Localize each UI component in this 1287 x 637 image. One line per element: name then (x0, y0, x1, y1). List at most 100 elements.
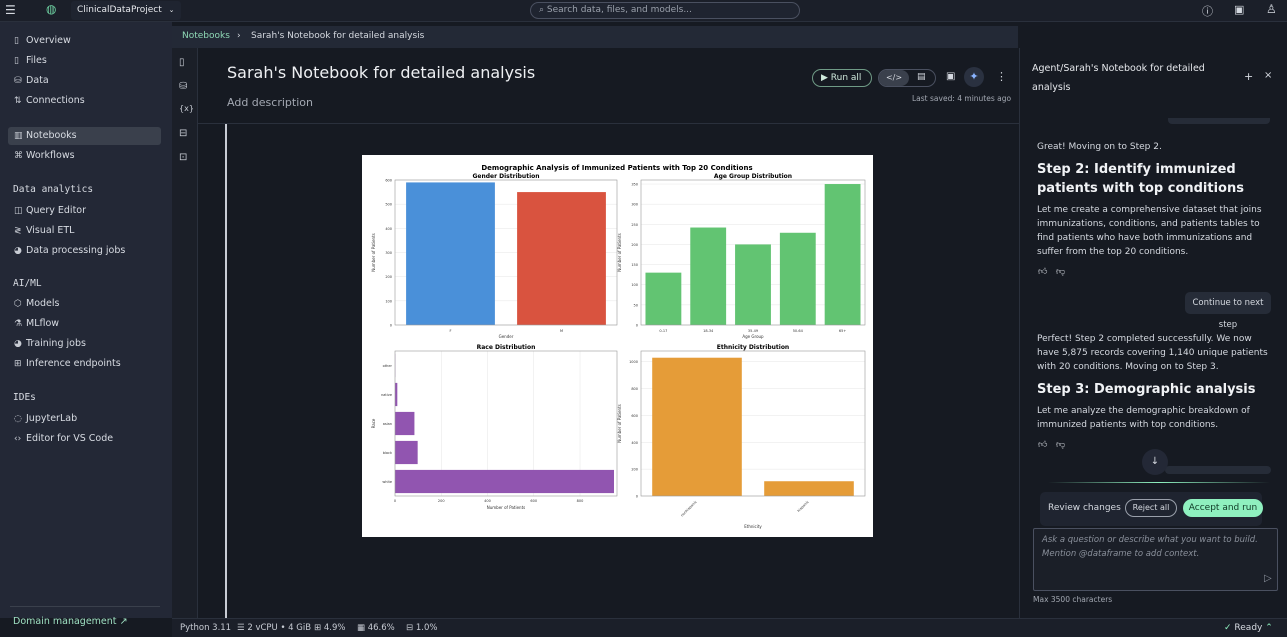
reject-all-button[interactable]: Reject all (1125, 499, 1177, 517)
label: Editor for VS Code (26, 433, 114, 444)
max-characters: Max 3500 characters (1033, 595, 1113, 604)
thumbs-up-icon[interactable]: 👍︎ (1038, 267, 1048, 277)
sidebar-item-vscode[interactable]: ‹› Editor for VS Code (8, 430, 161, 448)
more-options-icon[interactable]: ⋮ (996, 70, 1007, 83)
feedback-icon[interactable]: ▣ (1234, 3, 1245, 16)
x-tick-label: 200 (438, 499, 445, 503)
axes-frame (640, 179, 866, 326)
sidebar-item-query-editor[interactable]: ◫ Query Editor (8, 202, 161, 220)
document-view-icon[interactable]: ▤ (917, 72, 926, 82)
sidebar-item-files[interactable]: ▯ Files (8, 52, 161, 70)
training-icon: ◕ (14, 339, 22, 349)
y-axis-label: Number of Patients (617, 404, 622, 442)
sidebar-item-overview[interactable]: ▯ Overview (8, 32, 161, 50)
y-tick-label: 0 (636, 324, 638, 328)
y-tick-label: 100 (631, 283, 638, 287)
etl-icon: ≷ (14, 226, 22, 236)
chat-input[interactable]: Ask a question or describe what you want… (1033, 528, 1278, 591)
download-icon[interactable]: ⊡ (179, 152, 188, 163)
compute-status[interactable]: ☰ 2 vCPU • 4 GiB (237, 623, 311, 633)
scroll-down-button[interactable]: ↓ (1142, 449, 1168, 475)
sidebar-item-data[interactable]: ⛁ Data (8, 72, 161, 90)
variables-icon[interactable]: {x} (179, 104, 194, 113)
sidebar-item-inference-endpoints[interactable]: ⊞ Inference endpoints (8, 355, 161, 373)
review-changes-bar: Review changes Reject all Accept and run (1040, 492, 1263, 526)
cube-icon: ⬡ (14, 299, 22, 309)
project-selector[interactable]: ClinicalDataProject ⌄ (71, 1, 181, 20)
sidebar-item-connections[interactable]: ⇅ Connections (8, 92, 161, 110)
sidebar-item-workflows[interactable]: ⌘ Workflows (8, 147, 161, 165)
label: Workflows (26, 150, 75, 161)
workflow-icon: ⌘ (14, 151, 23, 161)
search-icon: ⌕ (539, 5, 545, 15)
server-icon: ☰ (237, 623, 245, 633)
sidebar-item-jupyterlab[interactable]: ◌ JupyterLab (8, 410, 161, 428)
continue-button[interactable]: Continue to next step (1185, 292, 1271, 330)
disk-status: ⊟ 1.0% (406, 623, 437, 633)
help-icon[interactable]: ⓘ (1202, 5, 1213, 18)
sidebar-item-models[interactable]: ⬡ Models (8, 295, 161, 313)
label: 46.6% (367, 623, 395, 633)
divider (10, 606, 160, 607)
agent-message: Let me analyze the demographic breakdown… (1037, 406, 1250, 430)
file-icon[interactable]: ▯ (179, 57, 185, 68)
view-toggle[interactable]: </> ▤ (878, 69, 936, 87)
thumbs-up-icon[interactable]: 👍︎ (1038, 440, 1048, 450)
search-input[interactable]: ⌕ Search data, files, and models... (530, 2, 800, 19)
y-tick-label: native (381, 393, 392, 397)
y-axis-label: Race (371, 418, 376, 428)
y-tick-label: 0 (390, 324, 392, 328)
send-icon[interactable]: ▷ (1264, 573, 1272, 584)
x-axis-label: Number of Patients (487, 505, 525, 510)
ai-sparkle-icon[interactable]: ✦ (964, 67, 984, 87)
sidebar-item-data-processing-jobs[interactable]: ◕ Data processing jobs (8, 242, 161, 260)
step-heading: Step 2: Identify immunized patients with… (1037, 162, 1244, 196)
flask-icon: ⚗ (14, 319, 23, 329)
y-tick-label: 500 (385, 203, 392, 207)
label: Inference endpoints (26, 358, 121, 369)
y-tick-label: asian (383, 422, 392, 426)
code-icon: ‹› (14, 434, 22, 444)
thumbs-down-icon[interactable]: 👎︎ (1056, 440, 1066, 450)
jobs-icon: ◕ (14, 246, 22, 256)
save-icon[interactable]: ▣ (946, 71, 956, 82)
bar-0-17 (645, 272, 682, 325)
cpu-status: ⊞ 4.9% (314, 623, 345, 633)
domain-management-link[interactable]: Domain management ↗ (13, 616, 128, 627)
label: Overview (26, 35, 71, 46)
bar-F (406, 182, 495, 325)
notebook-title[interactable]: Sarah's Notebook for detailed analysis (227, 63, 536, 82)
chart-output: Demographic Analysis of Immunized Patien… (362, 155, 873, 537)
sidebar-item-visual-etl[interactable]: ≷ Visual ETL (8, 222, 161, 240)
thumbs-down-icon[interactable]: 👎︎ (1056, 267, 1066, 277)
user-icon[interactable]: ♙ (1266, 2, 1277, 16)
x-tick-label: F (449, 329, 451, 333)
agent-panel: Agent/Sarah's Notebook for detailed anal… (1019, 48, 1287, 618)
scroll-indicator (1165, 466, 1271, 474)
endpoints-icon: ⊞ (14, 359, 22, 369)
sidebar-item-mlflow[interactable]: ⚗ MLflow (8, 315, 161, 333)
y-tick-label: 250 (631, 223, 638, 227)
external-link-icon: ↗ (119, 616, 128, 627)
add-icon[interactable]: + (1244, 70, 1254, 83)
label: Notebooks (26, 130, 77, 141)
sidebar-item-notebooks[interactable]: ▥ Notebooks (8, 127, 161, 145)
database-icon[interactable]: ⛁ (179, 81, 188, 92)
breadcrumb-notebooks[interactable]: Notebooks (182, 31, 230, 41)
breadcrumb-current: Sarah's Notebook for detailed analysis (251, 31, 425, 41)
run-all-button[interactable]: ▶ Run all (812, 69, 872, 87)
description-input[interactable]: Add description (227, 96, 313, 109)
sidebar-item-training-jobs[interactable]: ◕ Training jobs (8, 335, 161, 353)
code-view-icon[interactable]: </> (879, 70, 909, 86)
close-icon[interactable]: × (1264, 70, 1273, 81)
memory-status: ▦ 46.6% (357, 623, 395, 633)
table-icon[interactable]: ⊟ (179, 128, 188, 139)
collapse-menu-icon[interactable]: ☰ (5, 3, 16, 17)
kernel-status[interactable]: Python 3.11 (180, 623, 232, 633)
ready-status[interactable]: ✓ Ready ⌃ (1224, 623, 1273, 633)
step-heading: Step 3: Demographic analysis (1037, 382, 1256, 397)
x-tick-label: M (560, 329, 563, 333)
x-tick-label: 600 (530, 499, 537, 503)
y-tick-label: other (383, 364, 393, 368)
accept-and-run-button[interactable]: Accept and run (1183, 499, 1263, 517)
